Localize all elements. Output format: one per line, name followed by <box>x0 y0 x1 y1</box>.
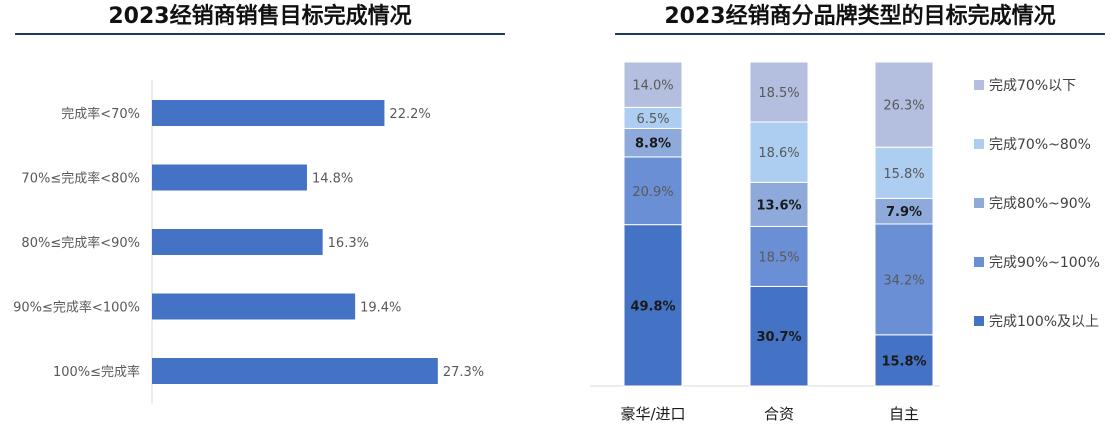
category-label: 80%≤完成率<90% <box>21 235 140 251</box>
stacked-bar-segment <box>623 156 683 226</box>
segment-value-label: 18.6% <box>758 146 799 161</box>
segment-value-label: 20.9% <box>632 185 673 200</box>
segment-value-label: 15.8% <box>881 354 926 369</box>
bar-value-label: 14.8% <box>312 172 353 187</box>
category-label: 90%≤完成率<100% <box>13 300 140 316</box>
legend-label: 完成70%~80% <box>989 137 1091 153</box>
legend-swatch <box>974 198 984 208</box>
stacked-bar-segment <box>749 181 809 227</box>
bar-value-label: 22.2% <box>389 107 430 122</box>
category-label: 豪华/进口 <box>620 405 685 423</box>
stacked-bar-segment <box>749 225 809 287</box>
category-label: 自主 <box>889 405 919 423</box>
bar <box>152 100 385 126</box>
segment-value-label: 26.3% <box>883 99 924 114</box>
category-label: 100%≤完成率 <box>53 364 140 380</box>
stacked-bar-segment <box>749 285 809 387</box>
legend-label: 完成70%以下 <box>989 78 1076 94</box>
legend-label: 完成100%及以上 <box>989 314 1099 330</box>
stacked-bar-segment <box>749 61 809 123</box>
legend-label: 完成80%~90% <box>989 196 1091 212</box>
segment-value-label: 49.8% <box>630 299 675 314</box>
segment-value-label: 18.5% <box>758 250 799 265</box>
legend-swatch <box>974 80 984 90</box>
segment-value-label: 6.5% <box>636 112 669 127</box>
category-label: 合资 <box>764 405 794 423</box>
legend-swatch <box>974 316 984 326</box>
bar <box>152 293 356 320</box>
segment-value-label: 18.5% <box>758 86 799 101</box>
bar-value-label: 16.3% <box>328 236 369 251</box>
stacked-bar-segment <box>623 127 683 158</box>
bar <box>152 229 323 255</box>
bar-value-label: 27.3% <box>443 365 484 380</box>
segment-value-label: 34.2% <box>883 273 924 288</box>
segment-value-label: 13.6% <box>756 198 801 213</box>
segment-value-label: 8.8% <box>635 137 671 152</box>
legend-swatch <box>974 139 984 149</box>
bar <box>152 358 438 384</box>
segment-value-label: 30.7% <box>756 330 801 345</box>
stacked-bar-segment <box>874 146 934 199</box>
legend-label: 完成90%~100% <box>989 255 1100 271</box>
segment-value-label: 15.8% <box>883 167 924 182</box>
category-label: 70%≤完成率<80% <box>21 171 140 187</box>
legend-swatch <box>974 257 984 267</box>
stacked-bar-segment <box>623 224 683 387</box>
segment-value-label: 7.9% <box>886 205 922 220</box>
category-label: 完成率<70% <box>61 106 140 122</box>
stacked-bar-segment <box>874 334 934 387</box>
bar-value-label: 19.4% <box>360 301 401 316</box>
left-chart-title: 2023经销商销售目标完成情况 <box>108 4 412 29</box>
stacked-bar-segment <box>623 61 683 108</box>
segment-value-label: 14.0% <box>632 79 673 94</box>
right-title-underline <box>615 33 1105 35</box>
bar <box>152 164 307 191</box>
left-title-underline <box>15 33 505 35</box>
right-chart-title: 2023经销商分品牌类型的目标完成情况 <box>664 4 1056 29</box>
stacked-bar-segment <box>874 223 934 336</box>
stacked-bar-segment <box>874 61 934 148</box>
stacked-bar-segment <box>749 121 809 183</box>
